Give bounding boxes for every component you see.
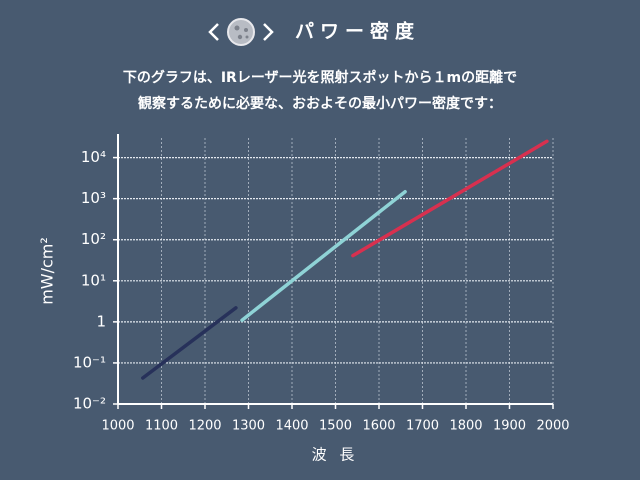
- y-tick-label: 10⁴: [81, 148, 106, 166]
- crater: [234, 25, 240, 31]
- title: パワー密度: [295, 20, 420, 43]
- x-tick-label: 1800: [449, 419, 482, 434]
- y-tick-label: 10¹: [81, 271, 106, 289]
- x-tick-label: 1700: [406, 419, 439, 434]
- x-tick-label: 1000: [101, 419, 134, 434]
- prev-arrow[interactable]: [208, 23, 219, 41]
- subtitle: 観察するために必要な、おおよその最小パワー密度です：: [138, 95, 502, 112]
- next-button[interactable]: [263, 23, 274, 41]
- x-axis-label: 波 長: [312, 446, 359, 464]
- x-tick-label: 1200: [188, 419, 221, 434]
- next-arrow[interactable]: [263, 23, 274, 41]
- y-axis-label: mW/cm²: [38, 237, 57, 305]
- y-tick-label: 10⁻¹: [73, 353, 106, 371]
- y-tick-label: 10⁻²: [73, 395, 106, 413]
- crater: [237, 34, 243, 40]
- subtitle: 下のグラフは、IRレーザー光を照射スポットから１mの距離で: [123, 69, 517, 86]
- crater: [244, 28, 248, 32]
- crater: [245, 35, 249, 39]
- x-tick-label: 1400: [275, 419, 308, 434]
- x-tick-label: 2000: [536, 419, 569, 434]
- y-tick-label: 10²: [81, 230, 106, 248]
- x-tick-label: 1900: [493, 419, 526, 434]
- prev-button[interactable]: [208, 23, 219, 41]
- y-tick-label: 1: [96, 312, 106, 330]
- x-tick-label: 1600: [362, 419, 395, 434]
- x-tick-label: 1300: [232, 419, 265, 434]
- y-tick-label: 10³: [81, 189, 106, 207]
- series-line: [141, 306, 238, 380]
- series-line: [351, 139, 549, 258]
- x-tick-label: 1500: [319, 419, 352, 434]
- moon-icon: [227, 18, 255, 46]
- moon: [227, 18, 255, 46]
- series-line: [240, 189, 407, 322]
- x-tick-label: 1100: [145, 419, 178, 434]
